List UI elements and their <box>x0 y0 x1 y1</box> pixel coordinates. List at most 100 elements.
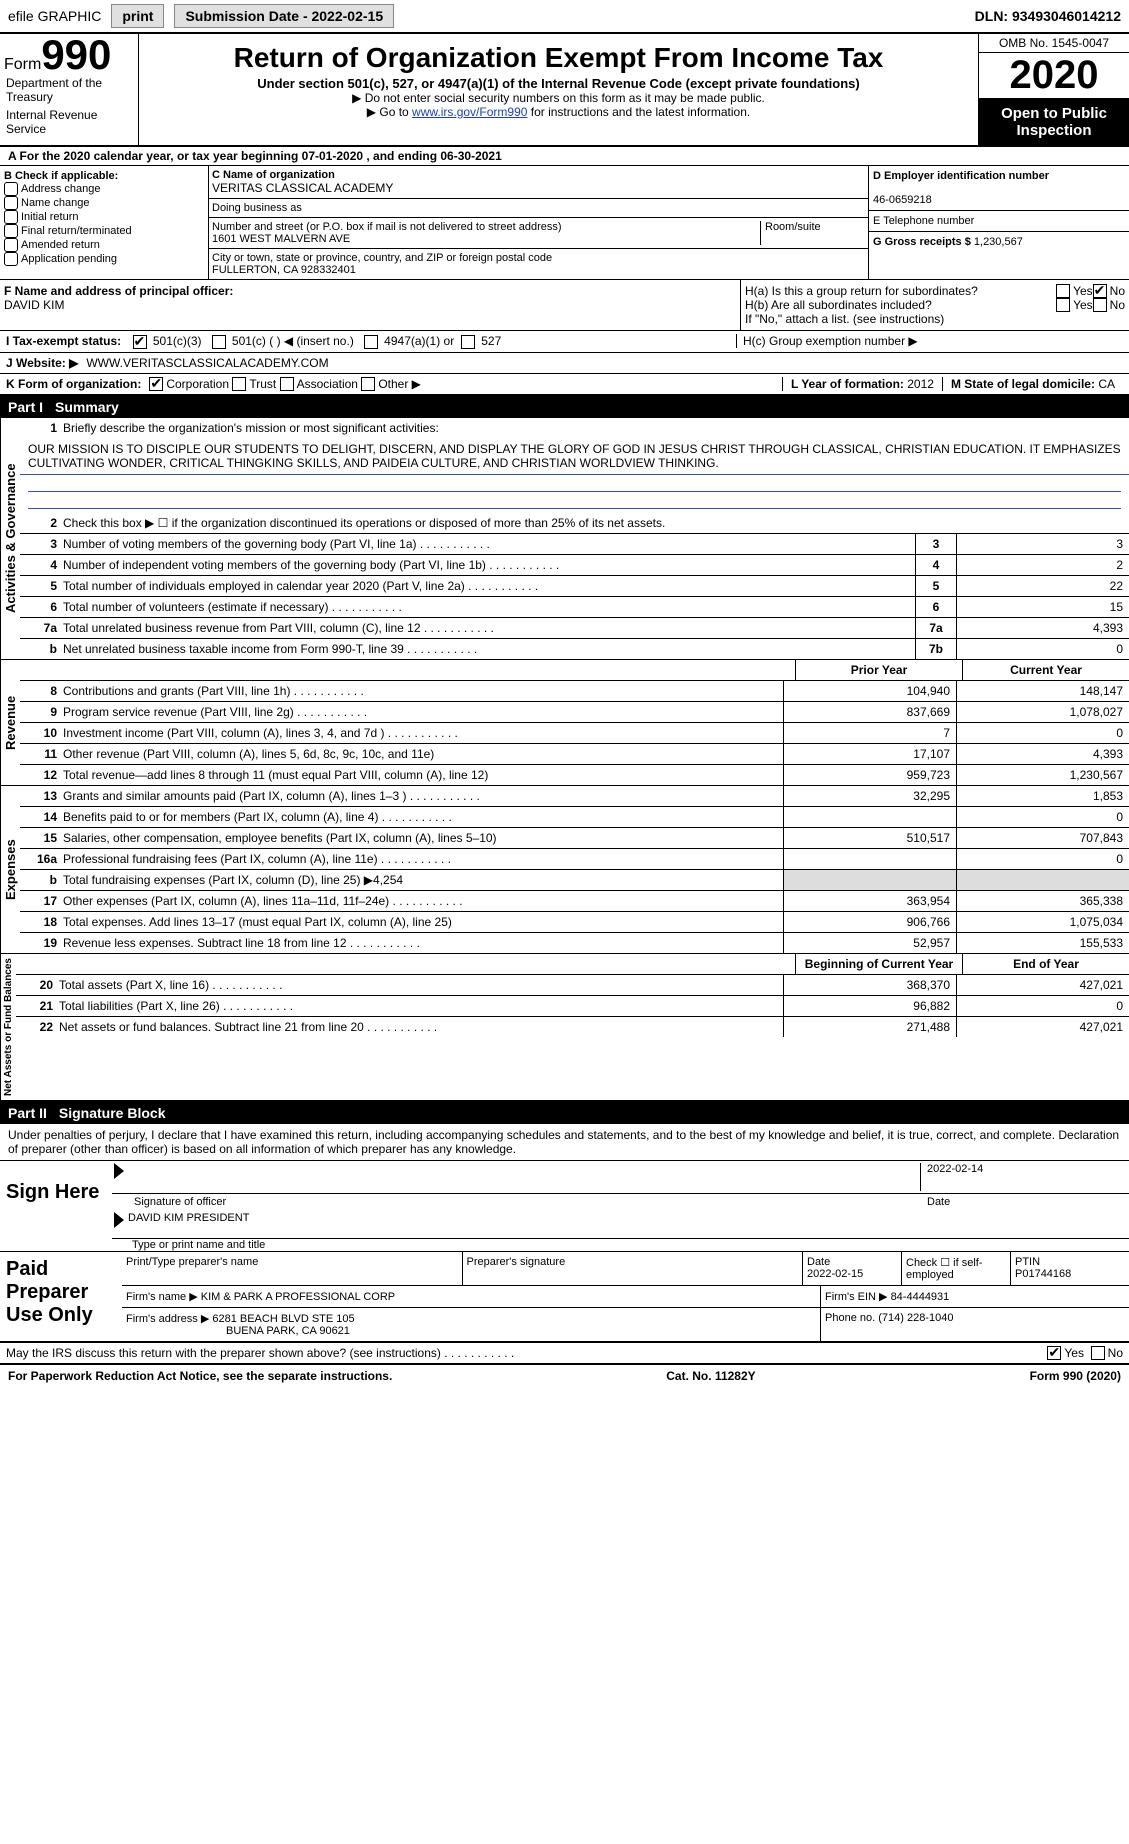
chk-initial-return[interactable] <box>4 210 18 224</box>
ha-no-chk[interactable] <box>1093 284 1107 298</box>
org-name: VERITAS CLASSICAL ACADEMY <box>212 181 393 195</box>
p10: 7 <box>783 723 956 743</box>
line7b-val: 0 <box>956 639 1129 659</box>
irs-form990-link[interactable]: www.irs.gov/Form990 <box>412 105 527 119</box>
p12: 959,723 <box>783 765 956 785</box>
city-value: FULLERTON, CA 928332401 <box>212 264 356 276</box>
vlabel-rev: Revenue <box>0 660 20 785</box>
chk-amended-return[interactable] <box>4 238 18 252</box>
discuss-no-chk[interactable] <box>1091 1346 1105 1360</box>
chk-4947[interactable] <box>364 335 378 349</box>
k-label: K Form of organization: <box>6 377 141 391</box>
chk-trust[interactable] <box>232 377 246 391</box>
print-button[interactable]: print <box>111 4 164 28</box>
chk-corp[interactable] <box>149 377 163 391</box>
line2-desc: Check this box ▶ ☐ if the organization d… <box>60 513 1129 533</box>
i-o4: 527 <box>481 334 501 348</box>
m-label: M State of legal domicile: <box>951 377 1095 391</box>
type-print-label: Type or print name and title <box>112 1239 1129 1251</box>
b-title: B Check if applicable: <box>4 170 118 182</box>
city-label: City or town, state or province, country… <box>212 252 552 264</box>
form-subtitle: Under section 501(c), 527, or 4947(a)(1)… <box>145 76 972 91</box>
chk-application-pending[interactable] <box>4 252 18 266</box>
chk-name-change[interactable] <box>4 196 18 210</box>
prep-selfemp: Check ☐ if self-employed <box>902 1252 1011 1285</box>
l17: Other expenses (Part IX, column (A), lin… <box>60 891 783 911</box>
l19: Revenue less expenses. Subtract line 18 … <box>60 933 783 953</box>
c9: 1,078,027 <box>956 702 1129 722</box>
h-note: If "No," attach a list. (see instruction… <box>745 312 1125 326</box>
g-label: G Gross receipts $ <box>873 236 971 248</box>
note2-post: for instructions and the latest informat… <box>527 105 750 119</box>
chk-501c3[interactable] <box>133 335 147 349</box>
e-label: E Telephone number <box>873 215 974 227</box>
p15: 510,517 <box>783 828 956 848</box>
prior-year-hdr: Prior Year <box>795 660 962 680</box>
c10: 0 <box>956 723 1129 743</box>
street-label: Number and street (or P.O. box if mail i… <box>212 221 562 233</box>
public-inspection: Open to Public Inspection <box>979 99 1129 145</box>
opt-amended: Amended return <box>21 239 100 251</box>
hb-yes-chk[interactable] <box>1056 298 1070 312</box>
chk-final-return[interactable] <box>4 224 18 238</box>
l10: Investment income (Part VIII, column (A)… <box>60 723 783 743</box>
part-2-header: Part II Signature Block <box>0 1102 1129 1124</box>
c12: 1,230,567 <box>956 765 1129 785</box>
chk-other[interactable] <box>361 377 375 391</box>
firm-addr-val: 6281 BEACH BLVD STE 105 <box>212 1313 354 1325</box>
c19: 155,533 <box>956 933 1129 953</box>
k-assoc: Association <box>297 377 358 391</box>
topbar: efile GRAPHIC print Submission Date - 20… <box>0 0 1129 32</box>
i-o3: 4947(a)(1) or <box>384 334 454 348</box>
i-label: I Tax-exempt status: <box>6 334 121 348</box>
dept-treasury: Department of the Treasury <box>4 74 134 106</box>
firm-phone-val: (714) 228-1040 <box>878 1312 953 1324</box>
d-label: D Employer identification number <box>873 170 1049 182</box>
part2-title: Signature Block <box>59 1105 166 1121</box>
section-c: C Name of organization VERITAS CLASSICAL… <box>208 166 868 279</box>
ecy-hdr: End of Year <box>962 954 1129 974</box>
form-word: Form <box>4 56 41 73</box>
k-other: Other ▶ <box>378 377 421 391</box>
k-corp: Corporation <box>166 377 229 391</box>
l18: Total expenses. Add lines 13–17 (must eq… <box>60 912 783 932</box>
part1-num: Part I <box>8 399 43 415</box>
c18: 1,075,034 <box>956 912 1129 932</box>
firm-addr-lbl: Firm's address ▶ <box>126 1313 209 1325</box>
ha-label: H(a) Is this a group return for subordin… <box>745 284 1056 298</box>
ha-no: No <box>1110 284 1125 298</box>
website-url: WWW.VERITASCLASSICALACADEMY.COM <box>86 356 328 370</box>
paid-preparer-block: Paid Preparer Use Only Print/Type prepar… <box>0 1252 1129 1343</box>
firm-name-val: KIM & PARK A PROFESSIONAL CORP <box>201 1291 395 1303</box>
form-number: 990 <box>41 38 111 72</box>
hb-no-chk[interactable] <box>1093 298 1107 312</box>
room-label: Room/suite <box>760 221 865 245</box>
chk-address-change[interactable] <box>4 182 18 196</box>
c21: 0 <box>956 996 1129 1016</box>
bcy-hdr: Beginning of Current Year <box>795 954 962 974</box>
firm-addr-val2: BUENA PARK, CA 90621 <box>126 1325 350 1337</box>
footer-right: Form 990 (2020) <box>1030 1369 1121 1383</box>
form-990-page: efile GRAPHIC print Submission Date - 20… <box>0 0 1129 1387</box>
chk-527[interactable] <box>461 335 475 349</box>
line4-val: 2 <box>956 555 1129 575</box>
ha-yes-chk[interactable] <box>1056 284 1070 298</box>
chk-assoc[interactable] <box>280 377 294 391</box>
c14: 0 <box>956 807 1129 827</box>
ha-yes: Yes <box>1073 284 1093 298</box>
hb-label: H(b) Are all subordinates included? <box>745 298 1056 312</box>
line3-desc: Number of voting members of the governin… <box>60 534 915 554</box>
p14 <box>783 807 956 827</box>
c13: 1,853 <box>956 786 1129 806</box>
discuss-yes-chk[interactable] <box>1047 1346 1061 1360</box>
sign-here-block: Sign Here 2022-02-14 Signature of office… <box>0 1161 1129 1252</box>
p22: 271,488 <box>783 1017 956 1037</box>
c16b-shade <box>956 870 1129 890</box>
firm-name-lbl: Firm's name ▶ <box>126 1291 198 1303</box>
l20: Total assets (Part X, line 16) <box>56 975 783 995</box>
chk-501c[interactable] <box>212 335 226 349</box>
submission-date-button[interactable]: Submission Date - 2022-02-15 <box>174 4 394 28</box>
line6-val: 15 <box>956 597 1129 617</box>
footer-mid: Cat. No. 11282Y <box>666 1369 755 1383</box>
c17: 365,338 <box>956 891 1129 911</box>
